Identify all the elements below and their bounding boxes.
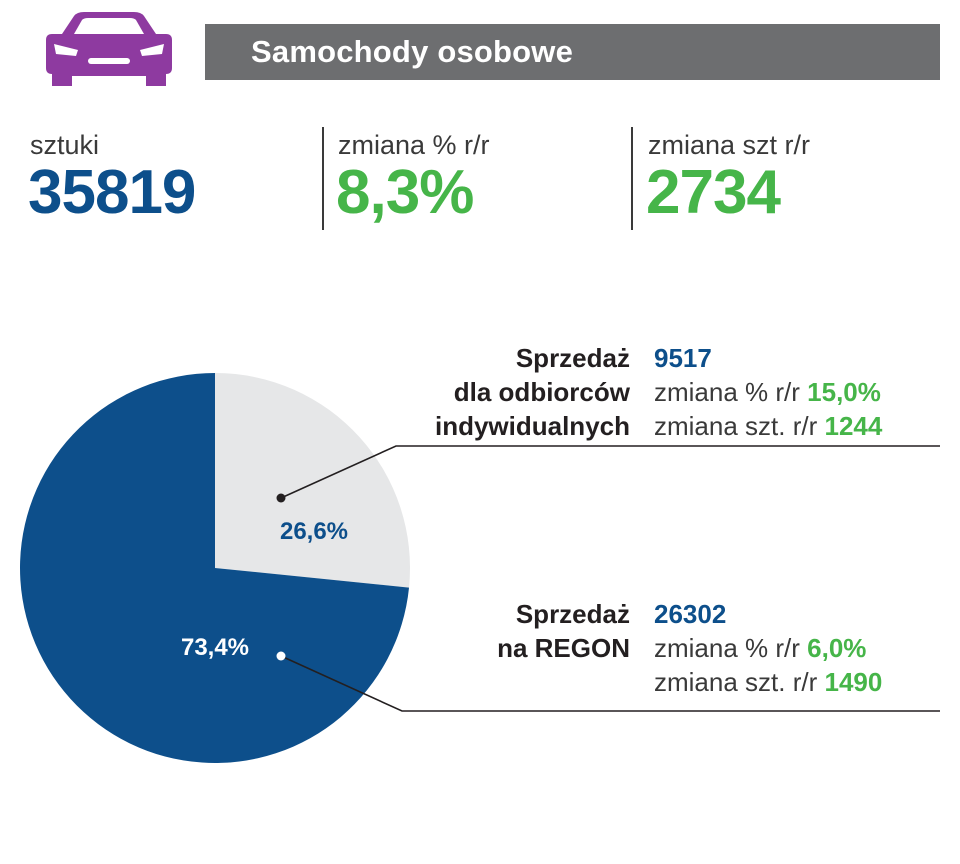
segment-title-line: indywidualnych <box>434 411 630 441</box>
segment-stats-individual: 9517 zmiana % r/r 15,0% zmiana szt. r/r … <box>654 341 882 443</box>
segment-pct-value: 15,0% <box>807 377 881 407</box>
segment-units: 9517 <box>654 343 712 373</box>
page-title: Samochody osobowe <box>205 24 940 80</box>
segment-title-line: dla odbiorców <box>453 377 630 407</box>
segment-units: 26302 <box>654 599 727 629</box>
leader-dot-individual <box>276 493 286 503</box>
pct-change-value: 8,3% <box>336 158 474 227</box>
pie-chart: 26,6% 73,4% <box>20 373 940 763</box>
leader-line-regon <box>280 655 940 712</box>
segment-units-label: zmiana szt. r/r <box>654 667 818 697</box>
segment-title-regon: Sprzedaż na REGON <box>330 597 630 665</box>
unit-change-label: zmiana szt r/r <box>648 130 811 160</box>
segment-title-individual: Sprzedaż dla odbiorców indywidualnych <box>330 341 630 443</box>
segment-pct-label: zmiana % r/r <box>654 377 800 407</box>
unit-change-value: 2734 <box>646 158 781 227</box>
pct-change-label: zmiana % r/r <box>338 130 490 160</box>
divider <box>322 127 324 230</box>
units-value: 35819 <box>28 158 196 227</box>
segment-units-label: zmiana szt. r/r <box>654 411 818 441</box>
leader-dot-regon <box>276 651 286 661</box>
units-label: sztuki <box>30 130 100 160</box>
segment-title-line: Sprzedaż <box>515 343 630 373</box>
segment-units-value: 1490 <box>824 667 883 697</box>
segment-stats-regon: 26302 zmiana % r/r 6,0% zmiana szt. r/r … <box>654 597 882 699</box>
segment-title-line: na REGON <box>497 633 630 663</box>
pie-slice-regon <box>20 373 410 763</box>
slice-label-individual: 26,6% <box>280 518 348 545</box>
segment-units-value: 1244 <box>824 411 883 441</box>
car-icon <box>46 12 172 86</box>
leader-line-individual <box>280 445 940 499</box>
pie-slice-individual <box>215 373 411 588</box>
segment-title-line: Sprzedaż <box>515 599 630 629</box>
segment-pct-label: zmiana % r/r <box>654 633 800 663</box>
slice-label-regon: 73,4% <box>181 634 249 661</box>
segment-pct-value: 6,0% <box>807 633 867 663</box>
divider <box>631 127 633 230</box>
